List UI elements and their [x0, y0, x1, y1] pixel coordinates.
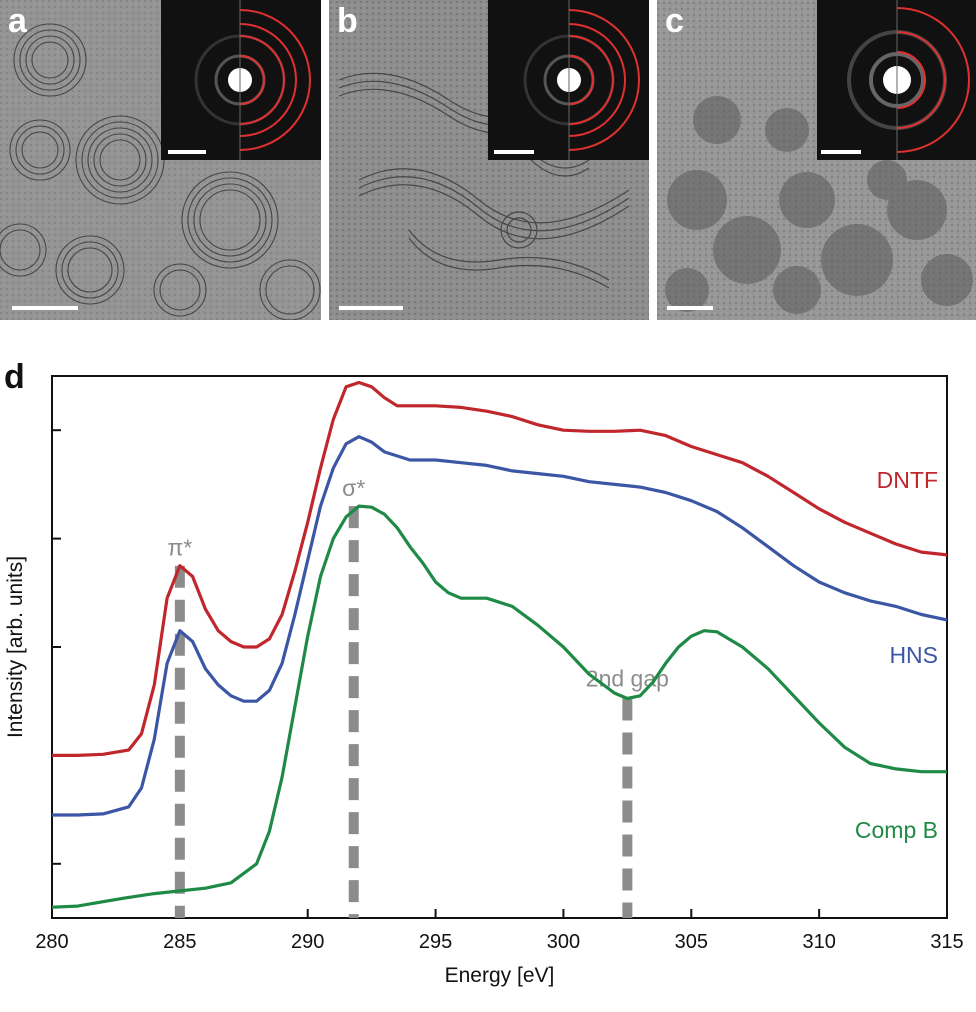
marker-lines: π*σ*2nd gap — [167, 475, 669, 918]
y-ticks — [52, 375, 61, 919]
series-label-dntf: DNTF — [877, 467, 938, 493]
series-line-comp-b — [51, 504, 947, 909]
panel-letter-c: c — [665, 2, 684, 40]
panel-letter-d: d — [4, 358, 25, 396]
series-label-hns: HNS — [889, 642, 938, 668]
spectrum-chart: d 280 285 290 295 300 305 310 315 π*σ*2nd gap D… — [4, 358, 964, 987]
tem-panel-a: a — [0, 0, 321, 320]
y-axis-label: Intensity [arb. units] — [4, 556, 27, 738]
series-lines — [51, 380, 948, 909]
x-tick-label-5: 305 — [675, 931, 708, 953]
x-tick-label-0: 280 — [35, 931, 68, 953]
tem-panel-c: c — [657, 0, 976, 320]
x-ticks: 280 285 290 295 300 305 310 315 — [35, 909, 964, 953]
panel-letter-a: a — [8, 2, 27, 40]
series-line-hns — [52, 435, 948, 817]
panel-letter-b: b — [337, 2, 358, 40]
x-tick-label-3: 295 — [419, 931, 452, 953]
tem-image-c — [657, 0, 976, 320]
x-tick-label-7: 315 — [930, 931, 963, 953]
tem-panel-b: b — [329, 0, 649, 320]
tem-image-a — [0, 0, 321, 320]
marker-label-1: σ* — [342, 475, 365, 501]
x-axis-label: Energy [eV] — [445, 964, 555, 987]
series-label-comp-b: Comp B — [855, 817, 938, 843]
marker-label-0: π* — [167, 535, 192, 561]
x-tick-label-4: 300 — [547, 931, 580, 953]
x-tick-label-2: 290 — [291, 931, 324, 953]
series-line-dntf — [52, 380, 948, 757]
x-tick-label-6: 310 — [802, 931, 835, 953]
series-labels: DNTF HNS Comp B — [855, 467, 938, 843]
plot-frame — [51, 375, 948, 919]
tem-image-b — [329, 0, 649, 320]
x-tick-label-1: 285 — [163, 931, 196, 953]
